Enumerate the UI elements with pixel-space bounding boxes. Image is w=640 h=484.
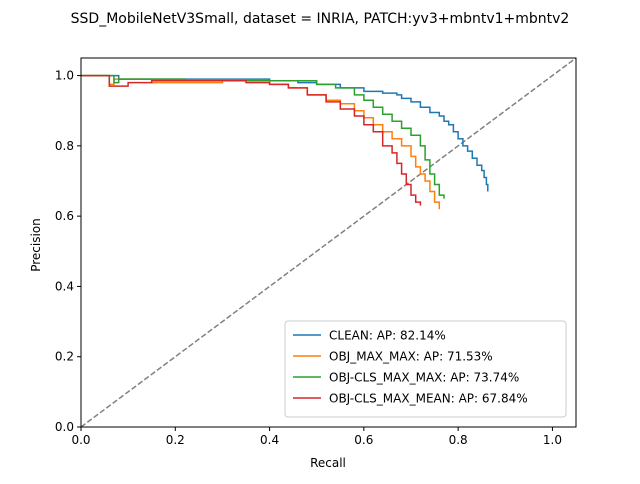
series-line-1 <box>81 74 489 192</box>
legend: CLEAN: AP: 82.14% OBJ_MAX_MAX: AP: 71.53%… <box>284 320 567 418</box>
y-axis-label: Precision <box>29 218 43 272</box>
chart-title: SSD_MobileNetV3Small, dataset = INRIA, P… <box>71 11 570 27</box>
x-tick-label: 0.6 <box>354 433 373 447</box>
y-tick-label: 0.8 <box>55 139 74 153</box>
y-tick-label: 0.6 <box>55 209 74 223</box>
legend-label-1: CLEAN: AP: 82.14% <box>329 329 446 343</box>
y-tick-label: 1.0 <box>55 69 74 83</box>
legend-label-2: OBJ_MAX_MAX: AP: 71.53% <box>329 350 493 364</box>
plot-area <box>81 58 576 427</box>
legend-label-3: OBJ-CLS_MAX_MAX: AP: 73.74% <box>329 371 519 385</box>
y-tick-label: 0.4 <box>55 279 74 293</box>
legend-box <box>284 320 567 418</box>
series-line-4 <box>81 74 422 206</box>
axes: 0.0 0.2 0.4 0.6 0.8 1.0 0.0 0.2 0.4 0.6 0.8 1.0 <box>55 57 577 447</box>
y-tick-label: 0.0 <box>55 420 74 434</box>
axes-frame <box>80 57 577 428</box>
x-tick-label: 0.0 <box>71 433 90 447</box>
x-tick-label: 0.8 <box>449 433 468 447</box>
x-tick-label: 0.4 <box>260 433 279 447</box>
x-tick-label: 1.0 <box>543 433 562 447</box>
x-tick-label: 0.2 <box>166 433 185 447</box>
x-axis-label: Recall <box>310 456 346 470</box>
legend-label-4: OBJ-CLS_MAX_MEAN: AP: 67.84% <box>329 392 528 406</box>
y-tick-label: 0.2 <box>55 350 74 364</box>
reference-diagonal-line <box>81 58 576 427</box>
